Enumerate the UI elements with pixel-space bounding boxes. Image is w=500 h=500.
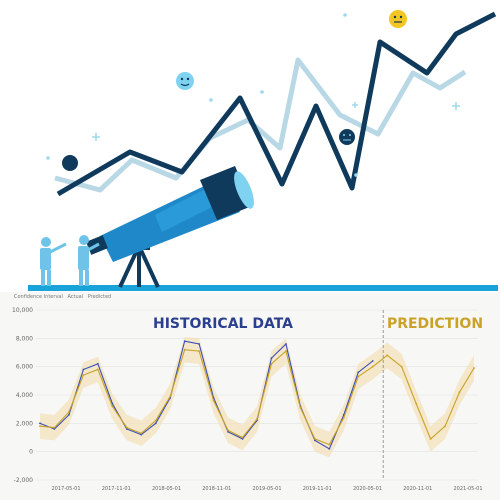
data-point-actual — [328, 447, 331, 450]
historical-data-label: HISTORICAL DATA — [153, 316, 293, 332]
y-tick-label: 8,000 — [16, 335, 33, 342]
data-point-predicted — [96, 368, 99, 371]
ground-bar — [28, 285, 498, 291]
light-trend-line — [54, 57, 467, 193]
data-point-predicted — [328, 443, 331, 446]
data-point-predicted — [82, 374, 85, 377]
data-point-predicted — [429, 438, 432, 440]
data-point-actual — [96, 362, 99, 365]
data-point-actual — [313, 439, 316, 442]
sparkle-icon — [46, 13, 460, 177]
data-point-predicted — [458, 391, 461, 394]
data-point-actual — [154, 422, 157, 425]
y-tick-label: 0 — [29, 449, 33, 456]
data-point-predicted — [227, 429, 229, 432]
data-point-predicted — [53, 426, 56, 429]
legend-item: Predicted — [87, 294, 112, 300]
x-tick-label: 2018-11-01 — [202, 486, 231, 492]
data-point-predicted — [183, 348, 186, 351]
data-point-actual — [125, 428, 128, 430]
data-point-actual — [53, 428, 56, 430]
data-point-predicted — [169, 395, 172, 398]
data-point-predicted — [313, 438, 316, 440]
y-tick-label: 6,000 — [16, 364, 33, 371]
x-tick-label: 2020-05-01 — [353, 486, 382, 492]
data-point-predicted — [342, 416, 345, 419]
data-point-actual — [227, 430, 229, 433]
chart-legend: Confidence Interval Actual Predicted — [14, 294, 114, 300]
data-point-predicted — [154, 419, 157, 422]
data-point-predicted — [400, 365, 403, 368]
data-point-actual — [183, 340, 186, 343]
data-point-actual — [241, 438, 244, 440]
data-point-actual — [82, 368, 85, 371]
data-point-predicted — [473, 367, 475, 369]
data-point-predicted — [371, 365, 374, 368]
data-point-actual — [270, 357, 273, 360]
y-tick-label: 4,000 — [16, 392, 33, 399]
legend-item: Confidence Interval — [14, 294, 63, 300]
neutral-face-icon — [62, 155, 78, 171]
forecast-chart: Confidence Interval Actual Predicted 10,… — [0, 292, 500, 500]
data-point-predicted — [125, 426, 128, 429]
data-point-predicted — [415, 402, 418, 405]
smile-face-icon — [176, 72, 194, 90]
data-point-actual — [285, 343, 287, 345]
y-tick-label: -2,000 — [14, 477, 34, 484]
legend-item: Actual — [67, 294, 84, 300]
data-point-actual — [371, 360, 374, 362]
y-tick-label: 10,000 — [12, 307, 33, 314]
data-point-predicted — [111, 405, 114, 408]
data-point-predicted — [444, 425, 446, 428]
person-icon — [40, 237, 67, 286]
data-point-predicted — [241, 436, 244, 439]
prediction-label: PREDICTION — [387, 316, 483, 332]
x-tick-label: 2021-05-01 — [453, 486, 482, 492]
neutral-face-icon — [339, 129, 355, 145]
data-point-actual — [68, 413, 70, 416]
chart-svg: 10,000 8,000 6,000 4,000 2,000 0 -2,000 2017-05… — [12, 307, 483, 492]
data-point-predicted — [256, 418, 258, 420]
data-point-predicted — [270, 362, 273, 365]
data-point-actual — [39, 422, 41, 425]
series-line-actual — [39, 340, 374, 450]
data-point-predicted — [299, 406, 302, 409]
y-tick-label: 2,000 — [16, 420, 33, 427]
forecast-illustration — [28, 10, 498, 291]
data-point-actual — [140, 433, 143, 436]
telescope-icon — [86, 166, 254, 288]
data-point-predicted — [357, 375, 360, 378]
data-point-predicted — [212, 399, 215, 402]
data-point-predicted — [285, 350, 287, 352]
x-tick-label: 2020-11-01 — [403, 486, 432, 492]
data-point-predicted — [386, 354, 389, 357]
smile-face-icon — [389, 10, 407, 28]
x-tick-label: 2018-05-01 — [152, 486, 181, 492]
data-point-actual — [357, 371, 360, 374]
data-point-predicted — [39, 425, 41, 428]
x-tick-label: 2017-05-01 — [51, 486, 80, 492]
data-point-predicted — [140, 432, 143, 435]
data-point-actual — [198, 343, 201, 345]
data-point-predicted — [198, 350, 201, 352]
illustration-svg — [28, 10, 498, 291]
data-point-predicted — [68, 411, 70, 413]
x-tick-label: 2019-05-01 — [252, 486, 281, 492]
dark-trend-line — [56, 11, 497, 197]
person-icon — [78, 235, 100, 286]
confidence-band — [40, 336, 474, 458]
x-tick-label: 2017-11-01 — [102, 486, 131, 492]
x-tick-label: 2019-11-01 — [303, 486, 332, 492]
